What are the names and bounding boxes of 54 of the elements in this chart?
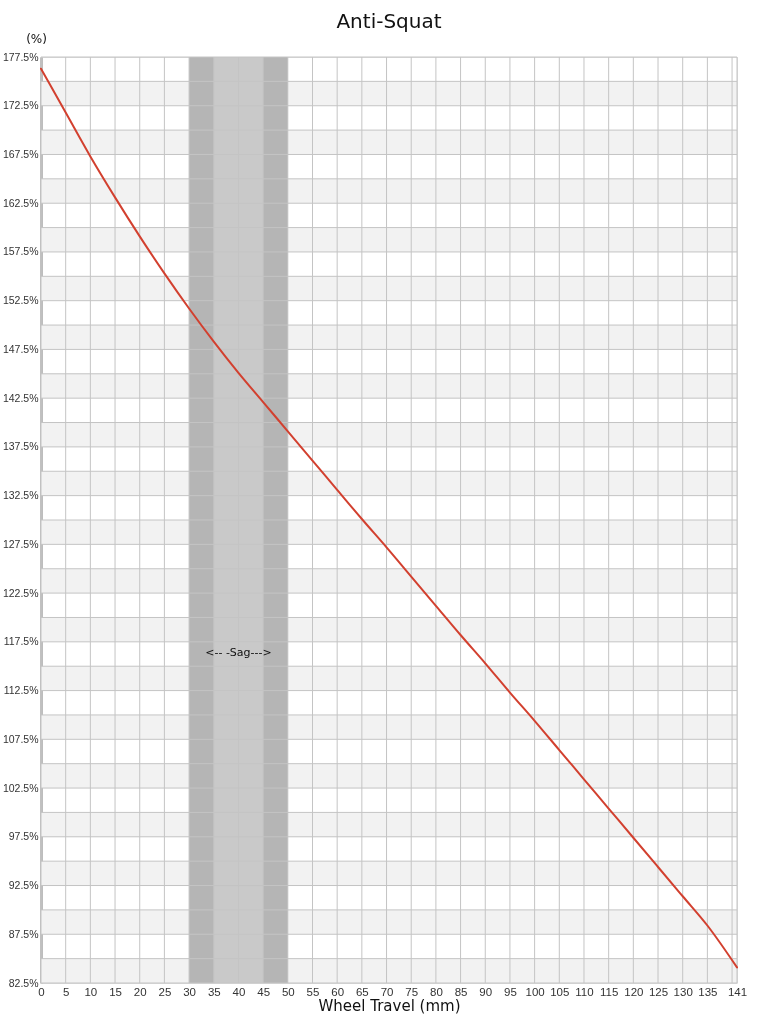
y-tick-label: 167.5% xyxy=(2,147,39,160)
x-tick-label: 25 xyxy=(158,985,172,998)
y-tick-label: 117.5% xyxy=(3,635,39,648)
x-tick-label: 10 xyxy=(84,985,98,998)
x-tick-label: 100 xyxy=(525,985,545,998)
x-tick-label: 40 xyxy=(232,985,246,998)
x-tick-label: 105 xyxy=(550,985,570,998)
chart-title: Anti-Squat xyxy=(336,9,442,33)
x-tick-label: 60 xyxy=(331,985,345,998)
x-tick-label: 110 xyxy=(575,985,594,998)
x-tick-label: 55 xyxy=(306,985,320,998)
y-tick-label: 147.5% xyxy=(2,342,39,355)
x-axis-title: Wheel Travel (mm) xyxy=(318,997,461,1015)
y-tick-label: 162.5% xyxy=(2,196,39,209)
y-tick-label: 142.5% xyxy=(2,391,39,404)
x-tick-label: 20 xyxy=(133,985,147,998)
x-tick-label: 50 xyxy=(281,985,295,998)
x-tick-label: 135 xyxy=(698,985,718,998)
band-label: <-- -Sag---> xyxy=(205,646,272,660)
x-tick-label: 15 xyxy=(109,985,122,998)
x-tick-label: 90 xyxy=(479,985,493,998)
x-tick-label: 75 xyxy=(405,985,419,998)
x-tick-label: 45 xyxy=(257,985,271,998)
y-tick-label: 177.5% xyxy=(2,50,39,63)
y-tick-label: 137.5% xyxy=(2,440,39,453)
x-tick-label: 5 xyxy=(62,985,70,998)
y-tick-label: 112.5% xyxy=(3,684,39,697)
y-tick-label: 172.5% xyxy=(2,99,39,112)
x-tick-label: 80 xyxy=(430,985,443,998)
y-tick-label: 157.5% xyxy=(2,245,39,258)
x-tick-label: 95 xyxy=(504,985,517,998)
x-tick-label: 125 xyxy=(648,985,669,998)
x-tick-label: 65 xyxy=(355,985,369,998)
x-tick-label: 130 xyxy=(673,985,693,998)
x-tick-label: 35 xyxy=(207,985,221,998)
x-tick-label: 141 xyxy=(727,985,748,998)
y-tick-label: 82.5% xyxy=(8,976,39,989)
x-tick-label: 30 xyxy=(183,985,196,998)
x-tick-label: 120 xyxy=(624,985,644,998)
line-series xyxy=(40,67,738,969)
y-axis-title: (%) xyxy=(26,31,47,46)
y-tick-label: 132.5% xyxy=(2,489,39,502)
y-tick-label: 107.5% xyxy=(2,732,39,745)
x-tick-label: 115 xyxy=(599,985,619,998)
y-tick-label: 152.5% xyxy=(2,294,39,307)
y-tick-label: 102.5% xyxy=(2,781,39,794)
x-tick-label: 85 xyxy=(454,985,468,998)
x-tick-label: 0 xyxy=(38,985,45,998)
y-tick-label: 87.5% xyxy=(8,927,39,940)
x-tick-label: 70 xyxy=(380,985,394,998)
y-tick-label: 122.5% xyxy=(2,586,39,599)
y-tick-label: 92.5% xyxy=(8,879,39,892)
y-tick-label: 127.5% xyxy=(2,537,39,550)
y-tick-label: 97.5% xyxy=(8,830,39,843)
